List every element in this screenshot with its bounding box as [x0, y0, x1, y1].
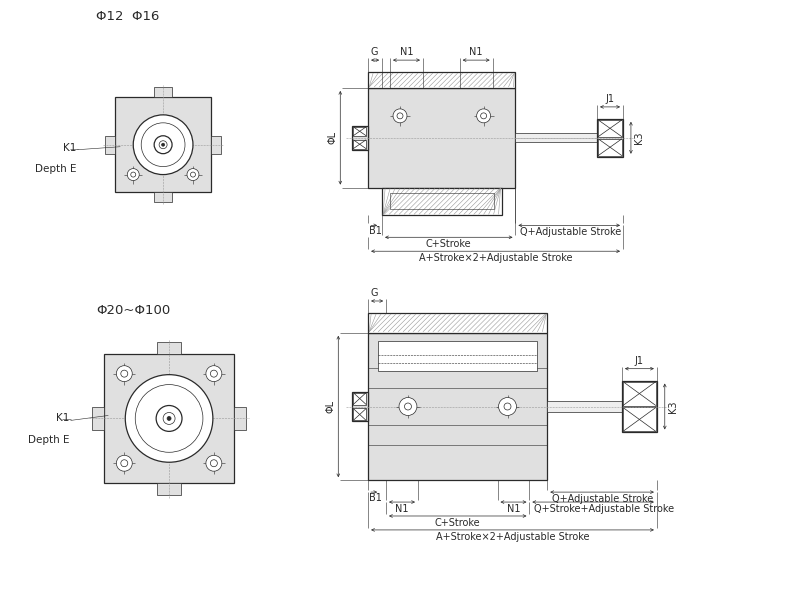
Circle shape	[141, 123, 185, 167]
Bar	[516, 133, 597, 142]
Circle shape	[154, 136, 172, 154]
Bar	[353, 409, 367, 420]
Text: B1: B1	[369, 493, 382, 503]
Circle shape	[476, 109, 491, 123]
Bar	[597, 119, 623, 157]
Bar	[154, 192, 172, 202]
Bar	[378, 341, 537, 371]
Bar	[368, 333, 547, 480]
Text: K3: K3	[634, 132, 644, 144]
Text: Depth E: Depth E	[28, 423, 70, 445]
Circle shape	[162, 143, 164, 146]
Text: J1: J1	[635, 356, 644, 366]
Bar	[623, 407, 656, 431]
Circle shape	[504, 403, 511, 410]
Circle shape	[210, 370, 217, 377]
Text: K1: K1	[63, 143, 76, 153]
Circle shape	[210, 460, 217, 467]
Bar	[623, 382, 656, 406]
Circle shape	[206, 455, 222, 471]
Circle shape	[128, 168, 140, 180]
Text: A+Stroke×2+Adjustable Stroke: A+Stroke×2+Adjustable Stroke	[419, 253, 573, 263]
Bar	[211, 136, 221, 154]
Circle shape	[404, 403, 411, 410]
Text: ΦL: ΦL	[326, 400, 335, 413]
Text: N1: N1	[399, 47, 413, 57]
Circle shape	[393, 109, 407, 123]
Bar	[598, 139, 622, 156]
Text: Φ12  Φ16: Φ12 Φ16	[96, 10, 160, 23]
Bar	[390, 193, 493, 210]
Bar	[157, 342, 181, 354]
Text: K3: K3	[668, 400, 678, 413]
Bar	[352, 392, 368, 422]
Circle shape	[121, 460, 128, 467]
Text: Q+Adjustable Stroke: Q+Adjustable Stroke	[520, 228, 622, 237]
Bar	[92, 407, 104, 431]
Bar	[353, 392, 367, 404]
Bar	[368, 313, 547, 333]
Text: Φ20~Φ100: Φ20~Φ100	[96, 304, 171, 317]
Bar	[353, 127, 367, 136]
Bar	[352, 126, 368, 150]
Bar	[154, 87, 172, 97]
Bar	[115, 97, 211, 192]
Text: B1: B1	[369, 226, 382, 237]
Bar	[104, 354, 233, 483]
Text: Depth E: Depth E	[35, 153, 76, 174]
Text: N1: N1	[469, 47, 483, 57]
Circle shape	[191, 172, 196, 177]
Circle shape	[397, 113, 403, 119]
Bar	[368, 72, 516, 88]
Bar	[547, 401, 622, 412]
Circle shape	[163, 413, 175, 425]
Text: C+Stroke: C+Stroke	[435, 518, 480, 528]
Bar	[157, 483, 181, 495]
Bar	[105, 136, 115, 154]
Circle shape	[167, 416, 171, 420]
Circle shape	[156, 406, 182, 431]
Text: ΦL: ΦL	[327, 131, 338, 144]
Circle shape	[187, 168, 199, 180]
Text: N1: N1	[507, 504, 520, 514]
Bar	[233, 407, 245, 431]
Bar	[382, 187, 501, 216]
Text: Q+Adjustable Stroke: Q+Adjustable Stroke	[553, 494, 654, 504]
Circle shape	[499, 398, 516, 416]
Text: G: G	[371, 288, 378, 298]
Text: C+Stroke: C+Stroke	[426, 239, 472, 249]
Text: N1: N1	[395, 504, 409, 514]
Circle shape	[480, 113, 487, 119]
Text: J1: J1	[606, 94, 614, 104]
Text: Q+Stroke+Adjustable Stroke: Q+Stroke+Adjustable Stroke	[534, 504, 674, 514]
Circle shape	[116, 455, 132, 471]
Text: A+Stroke×2+Adjustable Stroke: A+Stroke×2+Adjustable Stroke	[435, 532, 589, 542]
Bar	[353, 140, 367, 149]
Bar	[368, 88, 516, 187]
Bar	[598, 120, 622, 137]
Circle shape	[136, 385, 203, 452]
Circle shape	[206, 366, 222, 382]
Circle shape	[159, 141, 167, 149]
Text: K1: K1	[56, 413, 70, 423]
Circle shape	[125, 374, 213, 462]
Circle shape	[399, 398, 417, 416]
Bar	[622, 380, 657, 432]
Text: G: G	[371, 47, 378, 57]
Circle shape	[133, 115, 193, 174]
Circle shape	[131, 172, 136, 177]
Circle shape	[121, 370, 128, 377]
Circle shape	[116, 366, 132, 382]
